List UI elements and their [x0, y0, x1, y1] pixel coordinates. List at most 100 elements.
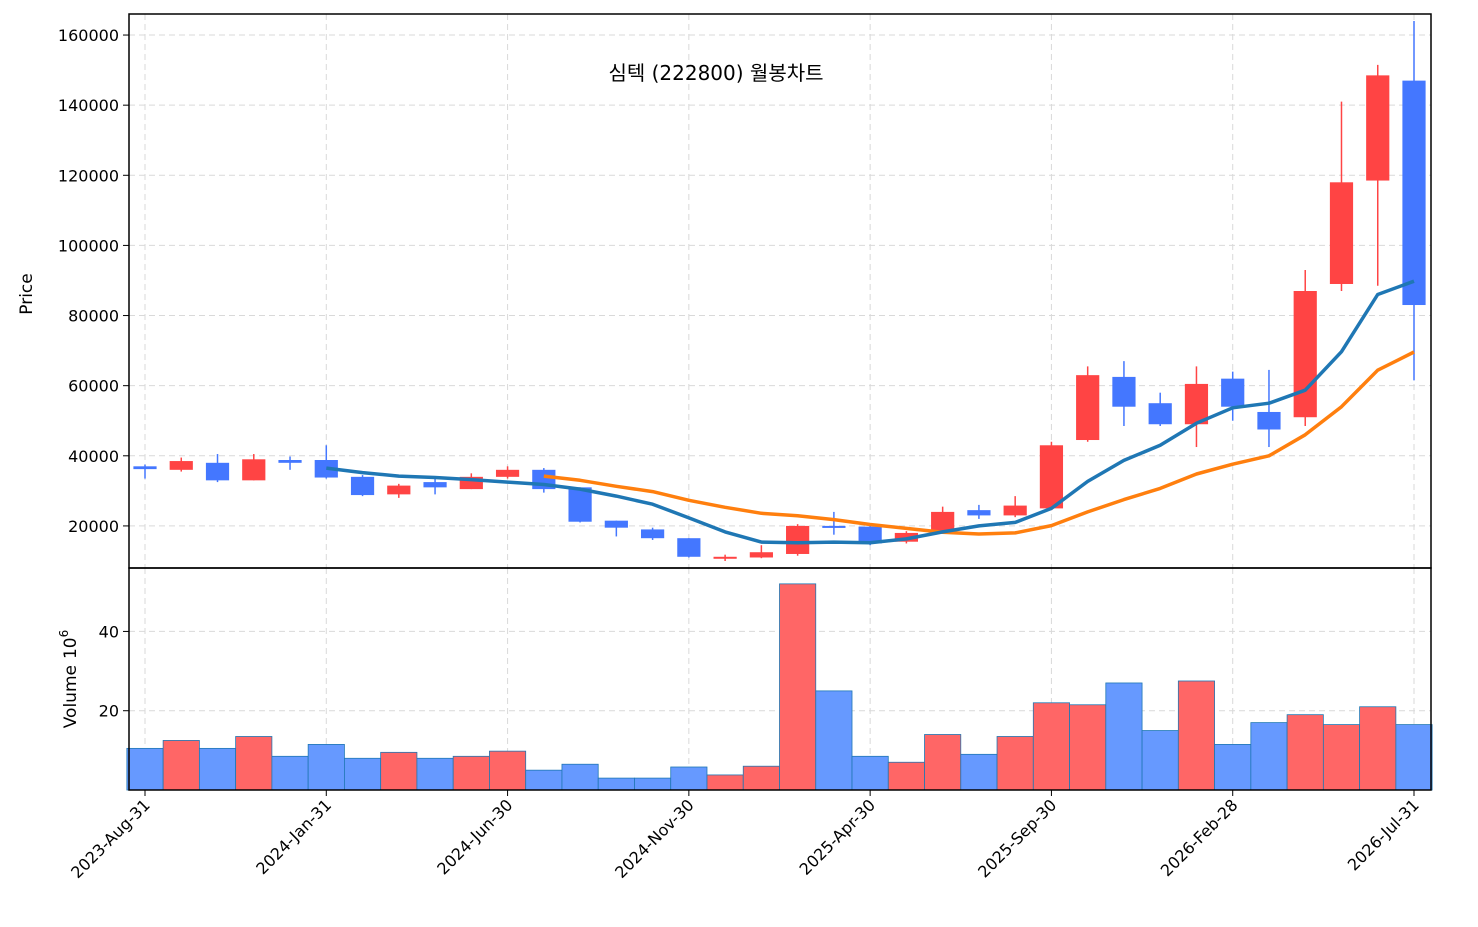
x-tick-label: 2024-Nov-30: [611, 795, 698, 882]
volume-bar: [960, 753, 998, 791]
candle-body: [350, 476, 375, 496]
price-axis-label: Price: [17, 273, 37, 314]
x-tick-label: 2025-Apr-30: [796, 795, 879, 878]
volume-bar: [1177, 680, 1215, 791]
candle-body: [1221, 378, 1245, 407]
volume-bar: [198, 747, 237, 791]
volume-bar: [1286, 714, 1324, 791]
volume-bar: [525, 769, 563, 791]
volume-bar: [380, 751, 418, 791]
candle-body: [1039, 445, 1064, 509]
volume-panel-frame: [128, 567, 1432, 791]
price-tick-label: 140000: [58, 96, 119, 115]
x-tick-label: 2024-Jun-30: [433, 795, 516, 878]
volume-tick-label: 40: [99, 622, 119, 641]
candle-body: [1148, 403, 1172, 425]
volume-bar: [779, 583, 817, 791]
volume-scale-base: 10: [61, 637, 81, 659]
volume-bar: [1214, 744, 1252, 791]
volume-bar: [307, 744, 345, 791]
candle-body: [1402, 80, 1426, 306]
volume-bar: [1359, 706, 1397, 791]
candle-body: [1076, 375, 1100, 441]
price-tick-label: 80000: [68, 307, 119, 326]
volume-axis-label-text: Volume: [61, 665, 81, 728]
candle-body: [1257, 411, 1281, 430]
volume-scale-exponent: 6: [57, 630, 71, 638]
volume-bar: [344, 757, 382, 791]
volume-bar: [670, 766, 708, 791]
candle-body: [967, 510, 991, 516]
volume-bar: [1322, 724, 1361, 791]
candle-body: [205, 462, 230, 481]
volume-bar: [1032, 702, 1070, 791]
ma-long-line: [543, 350, 1415, 536]
volume-bar: [887, 761, 925, 791]
candle-body: [169, 461, 193, 470]
volume-bar: [1141, 730, 1179, 791]
x-tick-label: 2024-Jan-31: [252, 795, 335, 878]
candle-body: [1184, 383, 1209, 425]
volume-bar: [235, 736, 273, 791]
x-tick-label: 2023-Aug-31: [67, 795, 154, 882]
volume-bar: [452, 755, 490, 791]
x-tick-label: 2025-Sep-30: [974, 795, 1060, 881]
candle-body: [822, 525, 846, 528]
candle-body: [1293, 291, 1317, 418]
candle-body: [640, 529, 665, 539]
volume-bars: [126, 583, 1433, 791]
moving-averages: [326, 279, 1415, 545]
price-tick-label: 100000: [58, 236, 119, 255]
volume-bar: [1069, 704, 1107, 791]
volume-bar: [815, 690, 853, 791]
price-tick-label: 120000: [58, 166, 119, 185]
volume-bar: [1395, 724, 1433, 791]
volume-bar: [489, 750, 527, 791]
candle-body: [133, 466, 157, 470]
candles: [133, 21, 1426, 561]
volume-bar: [996, 736, 1034, 791]
candle-body: [1366, 75, 1390, 181]
volume-bar: [271, 755, 309, 791]
volume-bar: [597, 777, 635, 791]
volume-bar: [416, 757, 454, 791]
price-tick-label: 60000: [68, 377, 119, 396]
volume-bar: [924, 734, 962, 791]
volume-bar: [1105, 682, 1143, 791]
volume-bar: [742, 765, 780, 791]
price-tick-label: 20000: [68, 517, 119, 536]
candle-body: [423, 482, 447, 488]
price-tick-label: 40000: [68, 447, 119, 466]
candle-body: [242, 459, 266, 481]
volume-bar: [126, 747, 164, 791]
chart-title: 심텍 (222800) 월봉차트: [608, 61, 823, 85]
candle-body: [1003, 505, 1027, 516]
volume-tick-label: 20: [99, 702, 119, 721]
volume-axis-label: Volume 106: [57, 630, 81, 729]
candle-body: [568, 487, 592, 522]
price-tick-label: 160000: [58, 26, 119, 45]
volume-bar: [851, 755, 889, 791]
candle-body: [278, 460, 302, 463]
candle-body: [1329, 182, 1354, 284]
price-panel-frame: [128, 13, 1432, 569]
candle-body: [604, 520, 628, 528]
volume-bar: [162, 740, 200, 791]
candle-body: [387, 485, 411, 495]
volume-bar: [706, 774, 744, 791]
candle-body: [858, 526, 882, 544]
ma-short-line: [326, 279, 1415, 545]
x-tick-label: 2026-Jul-31: [1344, 795, 1423, 874]
volume-bar: [634, 777, 672, 791]
candle-body: [931, 511, 955, 532]
candle-body: [786, 525, 810, 554]
volume-bar: [561, 763, 599, 791]
volume-bar: [1250, 722, 1288, 791]
candle-body: [749, 552, 773, 558]
candle-body: [495, 469, 520, 477]
candle-body: [713, 556, 737, 559]
x-tick-label: 2026-Feb-28: [1157, 795, 1242, 880]
candle-body: [677, 538, 701, 557]
